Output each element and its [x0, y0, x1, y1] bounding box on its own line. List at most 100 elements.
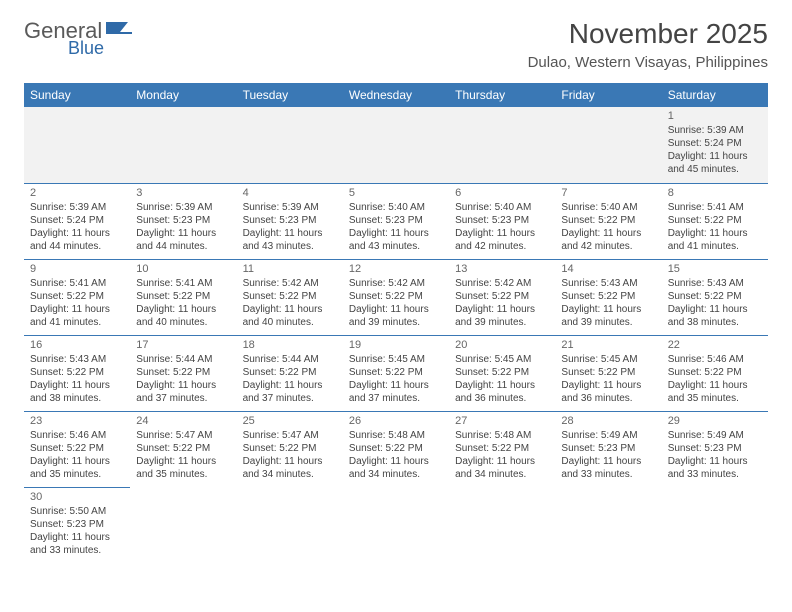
day-number: 4 [243, 186, 337, 200]
calendar-cell [555, 107, 661, 183]
daylight-text: and 37 minutes. [243, 392, 337, 405]
logo-text-blue: Blue [68, 38, 104, 59]
sunrise-text: Sunrise: 5:40 AM [455, 201, 549, 214]
day-number: 10 [136, 262, 230, 276]
daylight-text: and 41 minutes. [668, 240, 762, 253]
calendar-cell: 8Sunrise: 5:41 AMSunset: 5:22 PMDaylight… [662, 183, 768, 259]
calendar-cell: 3Sunrise: 5:39 AMSunset: 5:23 PMDaylight… [130, 183, 236, 259]
daylight-text: Daylight: 11 hours [561, 227, 655, 240]
daylight-text: and 37 minutes. [136, 392, 230, 405]
day-number: 21 [561, 338, 655, 352]
calendar-cell: 9Sunrise: 5:41 AMSunset: 5:22 PMDaylight… [24, 259, 130, 335]
sunrise-text: Sunrise: 5:44 AM [243, 353, 337, 366]
sunset-text: Sunset: 5:22 PM [455, 442, 549, 455]
daylight-text: and 43 minutes. [243, 240, 337, 253]
sunset-text: Sunset: 5:22 PM [136, 442, 230, 455]
calendar-cell [449, 107, 555, 183]
daylight-text: Daylight: 11 hours [349, 379, 443, 392]
day-number: 29 [668, 414, 762, 428]
flag-icon [106, 18, 134, 44]
calendar-row: 16Sunrise: 5:43 AMSunset: 5:22 PMDayligh… [24, 335, 768, 411]
calendar-cell: 10Sunrise: 5:41 AMSunset: 5:22 PMDayligh… [130, 259, 236, 335]
sunrise-text: Sunrise: 5:42 AM [243, 277, 337, 290]
col-thursday: Thursday [449, 83, 555, 107]
sunrise-text: Sunrise: 5:39 AM [30, 201, 124, 214]
daylight-text: and 45 minutes. [668, 163, 762, 176]
day-header-row: Sunday Monday Tuesday Wednesday Thursday… [24, 83, 768, 107]
day-number: 12 [349, 262, 443, 276]
sunrise-text: Sunrise: 5:43 AM [561, 277, 655, 290]
day-number: 26 [349, 414, 443, 428]
sunrise-text: Sunrise: 5:48 AM [349, 429, 443, 442]
day-number: 13 [455, 262, 549, 276]
daylight-text: and 34 minutes. [455, 468, 549, 481]
daylight-text: and 34 minutes. [243, 468, 337, 481]
sunset-text: Sunset: 5:23 PM [668, 442, 762, 455]
daylight-text: Daylight: 11 hours [30, 531, 124, 544]
calendar-cell [449, 487, 555, 563]
calendar-cell: 28Sunrise: 5:49 AMSunset: 5:23 PMDayligh… [555, 411, 661, 487]
sunrise-text: Sunrise: 5:46 AM [30, 429, 124, 442]
daylight-text: and 40 minutes. [136, 316, 230, 329]
sunrise-text: Sunrise: 5:49 AM [561, 429, 655, 442]
daylight-text: and 41 minutes. [30, 316, 124, 329]
sunset-text: Sunset: 5:22 PM [455, 366, 549, 379]
daylight-text: Daylight: 11 hours [243, 379, 337, 392]
daylight-text: and 39 minutes. [349, 316, 443, 329]
sunset-text: Sunset: 5:23 PM [561, 442, 655, 455]
calendar-cell: 30Sunrise: 5:50 AMSunset: 5:23 PMDayligh… [24, 487, 130, 563]
daylight-text: Daylight: 11 hours [668, 150, 762, 163]
calendar-cell: 11Sunrise: 5:42 AMSunset: 5:22 PMDayligh… [237, 259, 343, 335]
daylight-text: Daylight: 11 hours [561, 303, 655, 316]
day-number: 16 [30, 338, 124, 352]
location-text: Dulao, Western Visayas, Philippines [528, 54, 768, 71]
daylight-text: Daylight: 11 hours [136, 379, 230, 392]
day-number: 27 [455, 414, 549, 428]
daylight-text: Daylight: 11 hours [349, 303, 443, 316]
day-number: 30 [30, 490, 124, 504]
sunset-text: Sunset: 5:22 PM [561, 290, 655, 303]
col-wednesday: Wednesday [343, 83, 449, 107]
day-number: 25 [243, 414, 337, 428]
calendar-cell: 2Sunrise: 5:39 AMSunset: 5:24 PMDaylight… [24, 183, 130, 259]
sunset-text: Sunset: 5:22 PM [455, 290, 549, 303]
calendar-cell: 14Sunrise: 5:43 AMSunset: 5:22 PMDayligh… [555, 259, 661, 335]
sunset-text: Sunset: 5:23 PM [243, 214, 337, 227]
calendar-row: 30Sunrise: 5:50 AMSunset: 5:23 PMDayligh… [24, 487, 768, 563]
col-sunday: Sunday [24, 83, 130, 107]
sunrise-text: Sunrise: 5:42 AM [349, 277, 443, 290]
calendar-cell: 7Sunrise: 5:40 AMSunset: 5:22 PMDaylight… [555, 183, 661, 259]
title-block: November 2025 Dulao, Western Visayas, Ph… [528, 18, 768, 71]
daylight-text: Daylight: 11 hours [30, 227, 124, 240]
daylight-text: Daylight: 11 hours [455, 227, 549, 240]
daylight-text: and 39 minutes. [561, 316, 655, 329]
day-number: 19 [349, 338, 443, 352]
sunrise-text: Sunrise: 5:48 AM [455, 429, 549, 442]
sunrise-text: Sunrise: 5:39 AM [668, 124, 762, 137]
daylight-text: Daylight: 11 hours [668, 379, 762, 392]
daylight-text: and 40 minutes. [243, 316, 337, 329]
sunset-text: Sunset: 5:22 PM [349, 366, 443, 379]
day-number: 5 [349, 186, 443, 200]
day-number: 22 [668, 338, 762, 352]
calendar-cell: 19Sunrise: 5:45 AMSunset: 5:22 PMDayligh… [343, 335, 449, 411]
calendar-cell: 4Sunrise: 5:39 AMSunset: 5:23 PMDaylight… [237, 183, 343, 259]
daylight-text: Daylight: 11 hours [30, 455, 124, 468]
daylight-text: and 35 minutes. [668, 392, 762, 405]
calendar-cell: 12Sunrise: 5:42 AMSunset: 5:22 PMDayligh… [343, 259, 449, 335]
sunset-text: Sunset: 5:22 PM [243, 366, 337, 379]
sunrise-text: Sunrise: 5:41 AM [668, 201, 762, 214]
sunrise-text: Sunrise: 5:39 AM [136, 201, 230, 214]
sunset-text: Sunset: 5:22 PM [30, 442, 124, 455]
calendar-cell: 13Sunrise: 5:42 AMSunset: 5:22 PMDayligh… [449, 259, 555, 335]
sunrise-text: Sunrise: 5:41 AM [136, 277, 230, 290]
sunset-text: Sunset: 5:22 PM [561, 214, 655, 227]
sunset-text: Sunset: 5:23 PM [136, 214, 230, 227]
day-number: 18 [243, 338, 337, 352]
day-number: 24 [136, 414, 230, 428]
sunrise-text: Sunrise: 5:44 AM [136, 353, 230, 366]
day-number: 8 [668, 186, 762, 200]
daylight-text: Daylight: 11 hours [668, 455, 762, 468]
sunrise-text: Sunrise: 5:47 AM [136, 429, 230, 442]
daylight-text: Daylight: 11 hours [30, 379, 124, 392]
